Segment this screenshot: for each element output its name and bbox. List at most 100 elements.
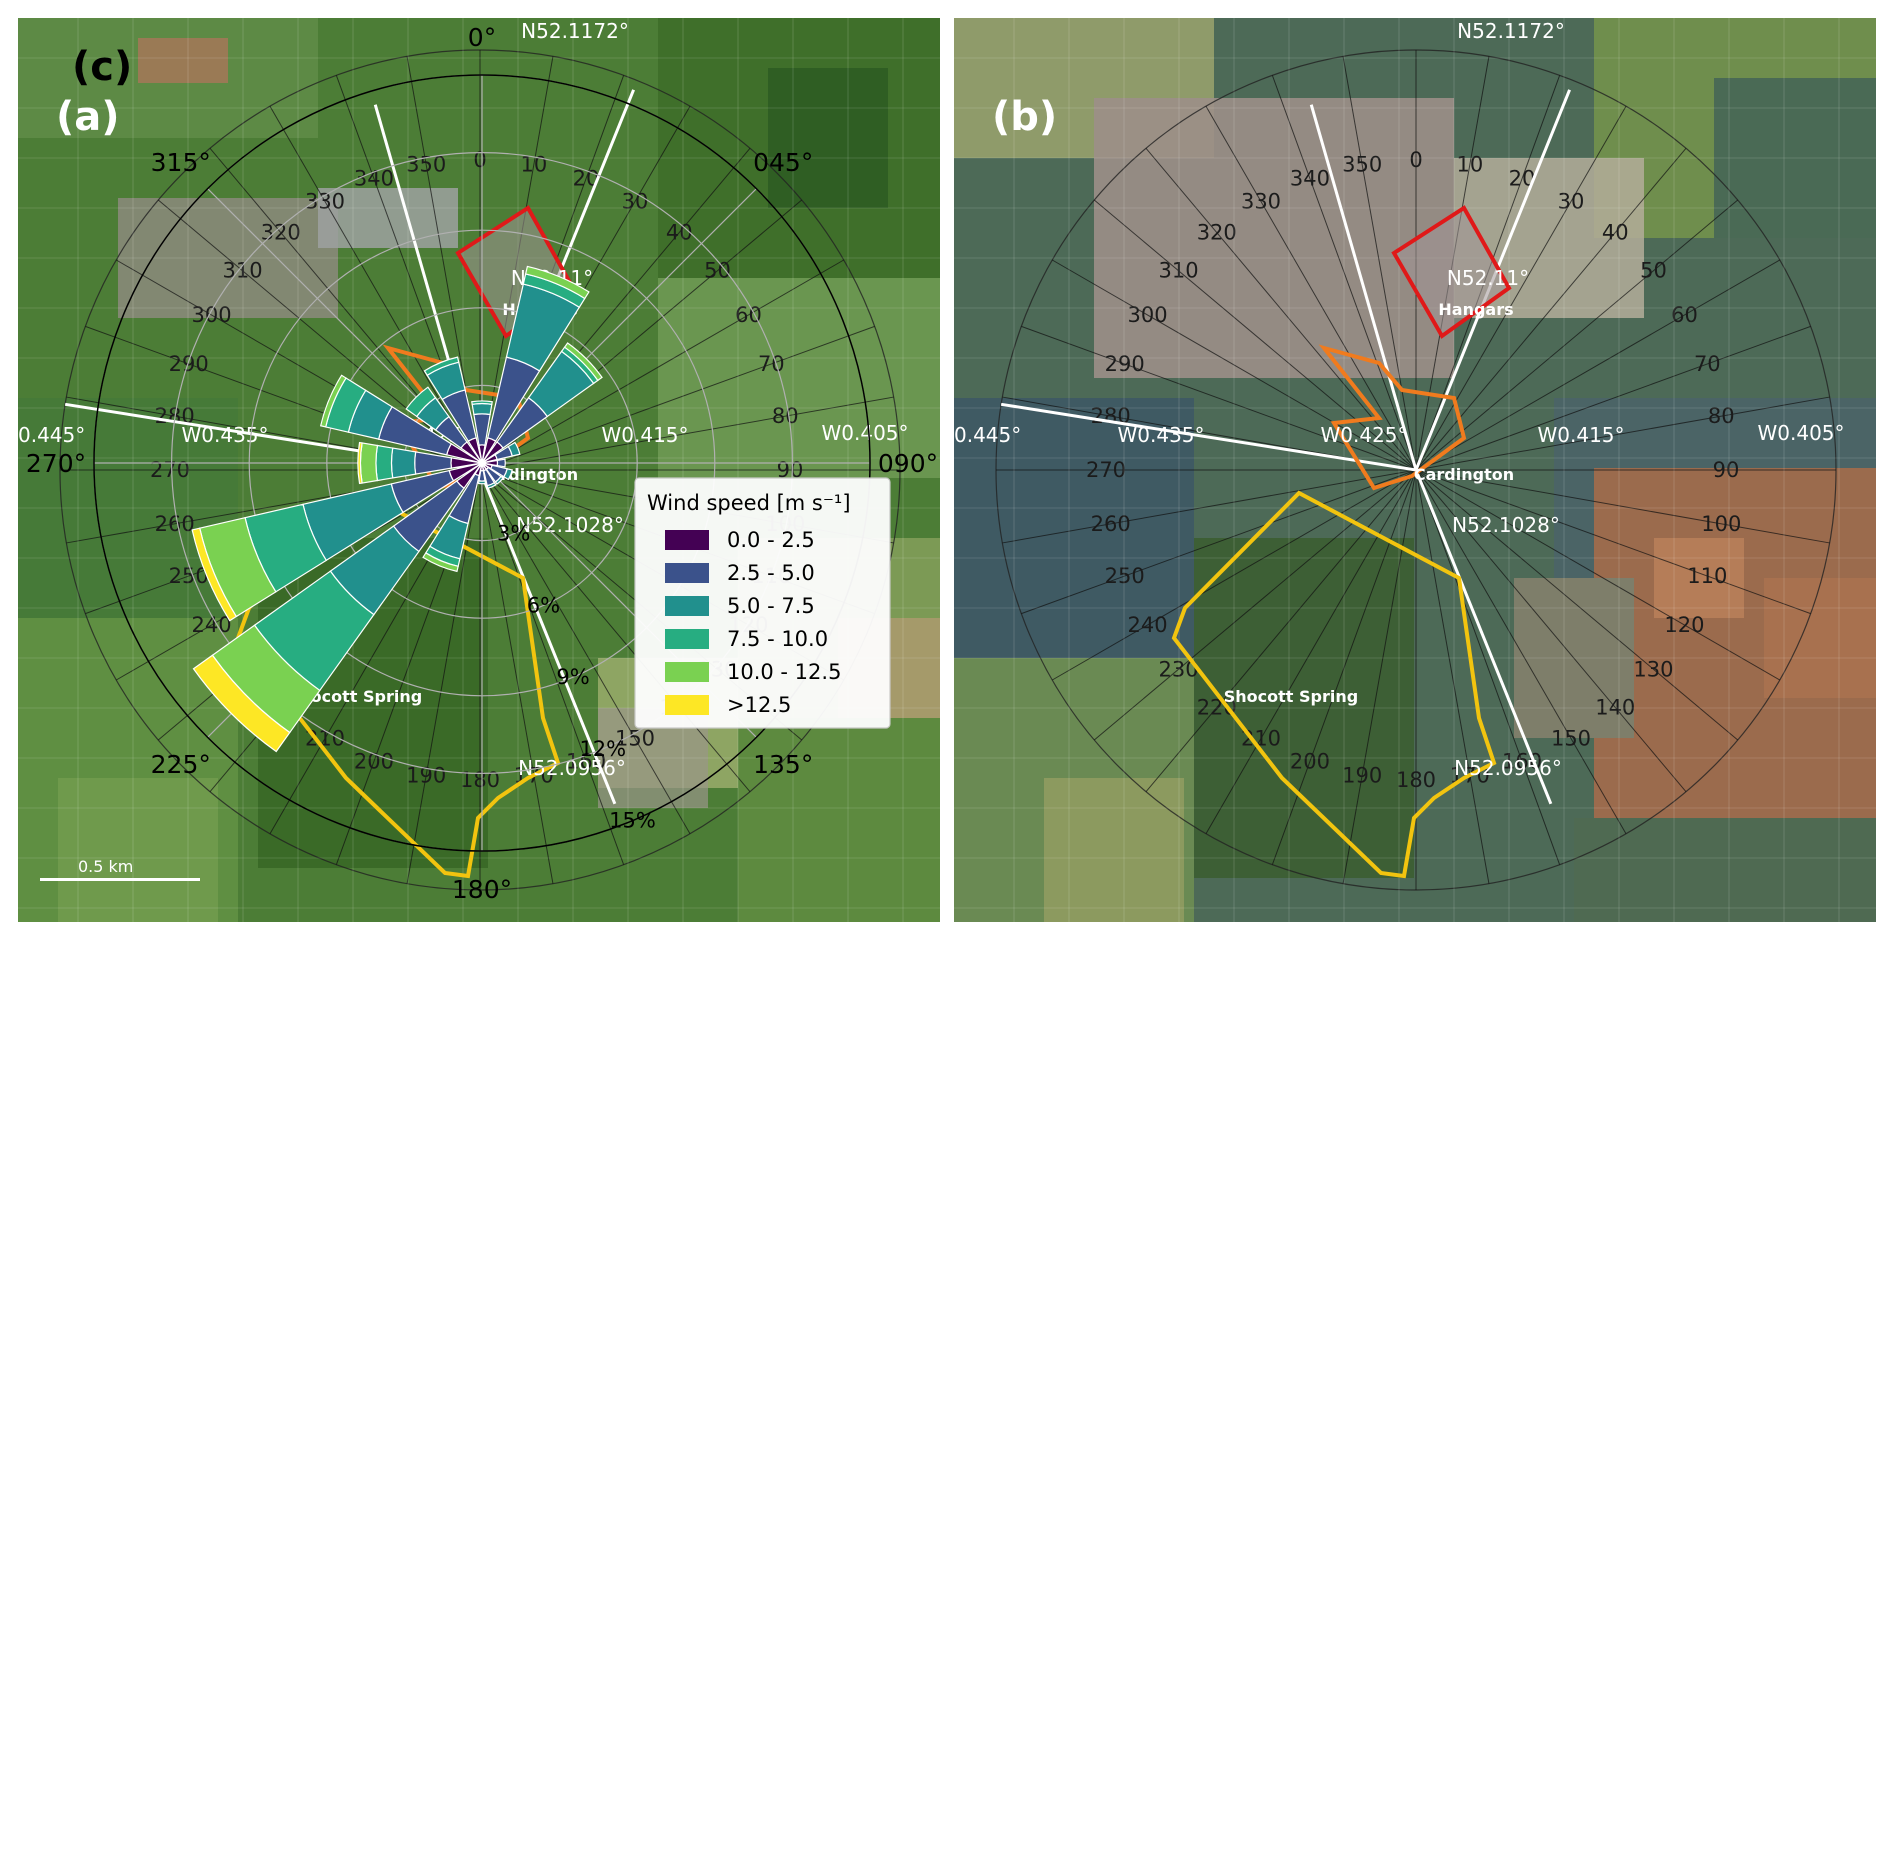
bearing-line [1415, 469, 1561, 865]
wind-rose-bar [390, 447, 417, 479]
bearing-line [479, 469, 751, 793]
bearing-label: 100 [1701, 512, 1741, 536]
bearing-label: 80 [772, 404, 799, 428]
bearing-label: 190 [1342, 763, 1382, 787]
bearing-label: 350 [1342, 153, 1382, 177]
bearing-label: 200 [354, 749, 394, 773]
direction-label: 090° [878, 449, 938, 478]
bearing-line [1145, 147, 1417, 471]
bearing-label: 70 [758, 352, 785, 376]
bearing-label: 60 [1671, 303, 1698, 327]
bearing-line [1271, 75, 1417, 471]
coordinate-label: N52.1172° [521, 19, 629, 43]
site-label: Hangars [1438, 300, 1513, 319]
coordinate-label: W0.435° [1117, 423, 1204, 447]
sector-boundary [478, 469, 617, 805]
direction-label: 045° [753, 148, 813, 177]
wind-rose-bar [319, 374, 347, 428]
bearing-line [1415, 469, 1780, 681]
bearing-line [1021, 469, 1417, 615]
coordinate-label: W0.415° [1537, 423, 1624, 447]
bearing-label: 50 [1640, 259, 1667, 283]
cardington-outline [1318, 344, 1467, 491]
bearing-label: 340 [1290, 167, 1330, 191]
direction-label: 135° [753, 750, 813, 779]
bearing-label: 240 [191, 613, 231, 637]
bearing-line [269, 106, 481, 471]
bearing-line [479, 469, 625, 865]
bearing-label: 140 [1595, 695, 1635, 719]
bearing-line [1052, 469, 1417, 681]
coordinate-label: N52.1172° [1457, 19, 1565, 43]
bearing-label: 40 [1602, 221, 1629, 245]
legend-entry: 2.5 - 5.0 [727, 561, 815, 585]
bearing-line [1052, 259, 1417, 471]
bearing-label: 240 [1127, 613, 1167, 637]
bearing-label: 180 [1396, 768, 1436, 792]
wind-rose-bar [359, 442, 379, 484]
bearing-label: 190 [406, 763, 446, 787]
panel-label-c: (c) [72, 44, 132, 90]
bearing-line [1342, 56, 1417, 471]
wind-rose-bar [486, 481, 497, 489]
bearing-line [1093, 199, 1417, 471]
coordinate-label: W0.405° [1757, 421, 1844, 445]
site-label: Shocott Spring [1224, 687, 1358, 706]
direction-label: 270° [26, 449, 86, 478]
bearing-label: 330 [305, 190, 345, 214]
wind-rose-bar [524, 265, 590, 300]
wind-rose-bar [494, 475, 504, 485]
radial-tick-label: 9% [556, 665, 589, 689]
bearing-label: 270 [1086, 458, 1126, 482]
bearing-label: 310 [1158, 259, 1198, 283]
direction-label: 180° [452, 875, 512, 904]
bearing-label: 90 [1713, 458, 1740, 482]
coordinate-label: N52.0956° [1454, 756, 1562, 780]
bearing-line [1093, 469, 1417, 741]
bearing-label: 350 [406, 153, 446, 177]
panel-label-a: (a) [56, 94, 120, 140]
shocott-spring-outline [1171, 490, 1497, 879]
bearing-label: 260 [155, 512, 195, 536]
coordinate-label: W0.405° [821, 421, 908, 445]
wind-rose-chart: (c) 0° 045° 090° 135° 180° 225° 270° 315° 3% 6% 9%… [26, 23, 938, 904]
legend-swatch [665, 662, 709, 682]
coordinate-label: W0.435° [181, 423, 268, 447]
wind-rose-bar [422, 552, 459, 573]
coordinate-label: 0.445° [18, 423, 85, 447]
wind-rose-bar [375, 444, 394, 482]
bearing-line [1415, 106, 1627, 471]
legend-swatch [665, 530, 709, 550]
bearing-line [479, 469, 554, 884]
bearing-label: 60 [735, 303, 762, 327]
bearing-line [1415, 469, 1739, 741]
bearing-label: 180 [460, 768, 500, 792]
bearing-line [1415, 469, 1830, 544]
bearing-label: 30 [1558, 190, 1585, 214]
bearing-line [479, 396, 894, 471]
wind-rose-bar [503, 468, 513, 481]
legend-title: Wind speed [m s⁻¹] [647, 491, 851, 515]
wind-rose-bar [191, 527, 238, 622]
legend-swatch [665, 596, 709, 616]
bearing-line [1002, 469, 1417, 544]
bearing-line [1415, 469, 1627, 834]
site-label: Cardington [1414, 465, 1514, 484]
scale-bar [40, 878, 200, 881]
bearing-label: 320 [261, 221, 301, 245]
direction-label: 315° [151, 148, 211, 177]
bearing-line [1415, 396, 1830, 471]
wind-rose-bar [471, 402, 493, 416]
bearing-line [1271, 469, 1417, 865]
bearing-line [1415, 469, 1687, 793]
wind-rose-bar [563, 342, 603, 382]
legend-entry: 7.5 - 10.0 [727, 627, 828, 651]
bearing-label: 290 [1105, 352, 1145, 376]
sector-boundary [1000, 402, 1417, 472]
bearing-label: 0 [473, 148, 486, 172]
legend-swatch [665, 563, 709, 583]
panel-label-b: (b) [992, 94, 1057, 140]
legend-entry: 5.0 - 7.5 [727, 594, 815, 618]
bearing-label: 40 [666, 221, 693, 245]
sector-boundary [1309, 104, 1418, 471]
